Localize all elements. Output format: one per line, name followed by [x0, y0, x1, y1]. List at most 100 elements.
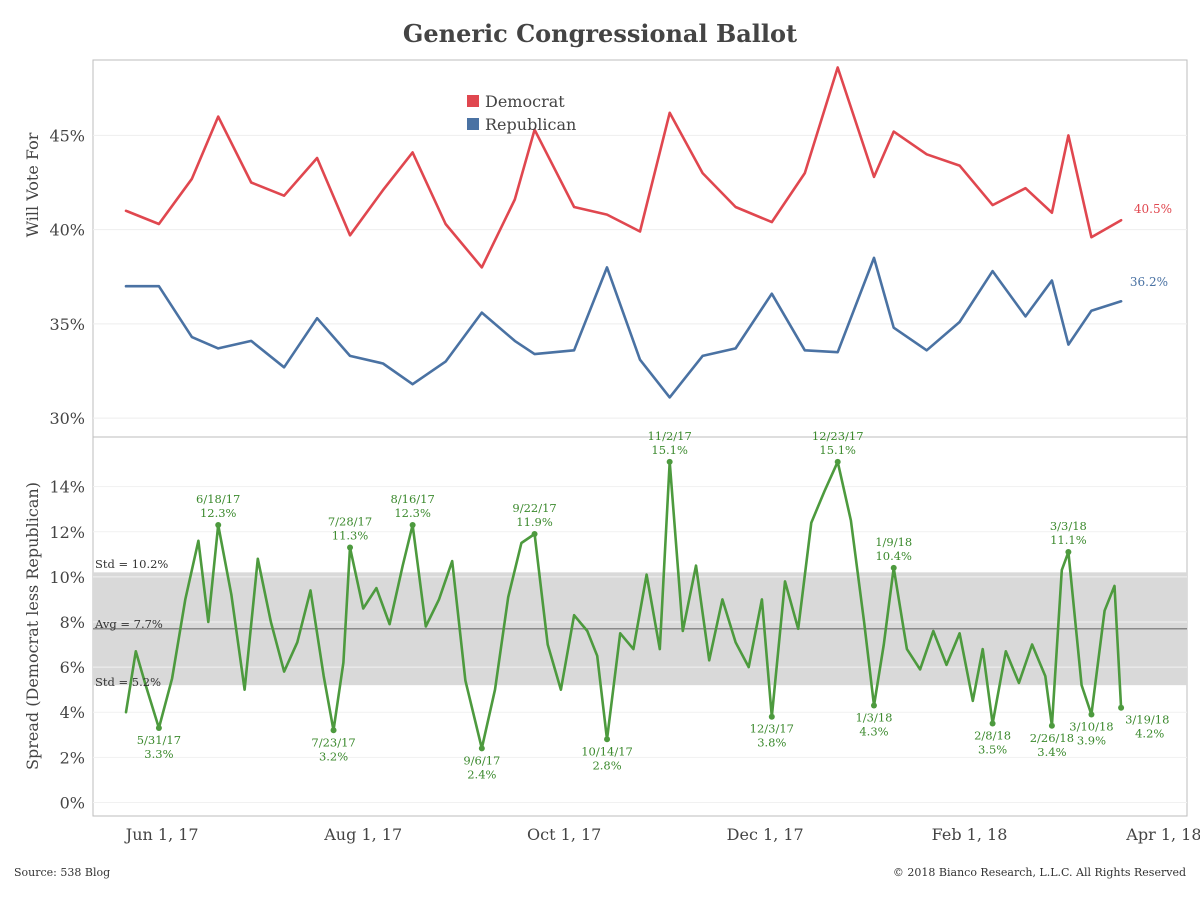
annotation-value: 3.4% — [1037, 745, 1066, 759]
bottom-y-tick-label: 10% — [49, 568, 85, 587]
top-y-tick-label: 45% — [49, 126, 85, 145]
annotation-point — [347, 544, 354, 551]
annotation-date: 12/3/17 — [750, 722, 794, 736]
bottom-panel-grid — [93, 486, 1187, 803]
annotation-value: 12.3% — [200, 506, 237, 520]
bottom-y-axis-label: Spread (Democrat less Republican) — [23, 482, 42, 770]
annotation-value: 4.2% — [1135, 727, 1164, 741]
annotation-value: 11.9% — [516, 515, 553, 529]
annotation-value: 3.8% — [757, 736, 786, 750]
annotation-point — [478, 745, 485, 752]
annotation-date: 3/10/18 — [1069, 719, 1113, 733]
top-y-tick-label: 40% — [49, 221, 85, 240]
annotation-point — [1065, 549, 1072, 556]
annotation-date: 9/22/17 — [512, 501, 556, 515]
top-y-tick-label: 30% — [49, 409, 85, 428]
bottom-y-tick-label: 8% — [60, 613, 85, 632]
avg-label: Avg = 7.7% — [94, 617, 163, 631]
chart-title: Generic Congressional Ballot — [403, 19, 797, 48]
annotation-point — [155, 725, 162, 732]
legend-swatch-republican — [467, 118, 479, 130]
top-panel-lines — [124, 66, 1123, 399]
annotation-date: 9/6/17 — [463, 753, 500, 767]
annotation-date: 3/19/18 — [1125, 713, 1169, 727]
annotation-date: 7/28/17 — [328, 515, 372, 529]
legend: Democrat Republican — [467, 92, 576, 134]
annotation-value: 2.4% — [467, 767, 496, 781]
legend-republican: Republican — [485, 115, 576, 134]
top-y-axis-label: Will Vote For — [23, 132, 42, 237]
annotation-date: 12/23/17 — [812, 429, 864, 443]
republican-end-label: 36.2% — [1130, 275, 1168, 289]
annotation-point — [604, 736, 611, 743]
annotation-date: 8/16/17 — [390, 492, 434, 506]
annotation-date: 3/3/18 — [1050, 519, 1087, 533]
annotation-value: 2.8% — [592, 758, 621, 772]
annotation-date: 7/23/17 — [311, 735, 355, 749]
annotation-value: 4.3% — [859, 724, 888, 738]
bottom-y-tick-label: 0% — [60, 793, 85, 812]
annotation-point — [215, 521, 222, 528]
source-note: Source: 538 Blog — [14, 866, 110, 879]
annotation-value: 15.1% — [819, 443, 856, 457]
x-tick-label: Feb 1, 18 — [932, 825, 1008, 844]
bottom-y-ticks: 0% 2% 4% 6% 8% 10% 12% 14% — [49, 478, 85, 813]
annotation-date: 1/3/18 — [855, 710, 892, 724]
annotation-value: 11.1% — [1050, 533, 1087, 547]
annotation-date: 2/26/18 — [1030, 731, 1074, 745]
annotation-point — [834, 458, 841, 465]
legend-democrat: Democrat — [485, 92, 565, 111]
annotation-point — [1048, 722, 1055, 729]
annotation-point — [890, 564, 897, 571]
bottom-panel-lines — [124, 460, 1123, 750]
annotation-point — [409, 521, 416, 528]
x-tick-label: Dec 1, 17 — [727, 825, 804, 844]
x-tick-label: Aug 1, 17 — [323, 825, 402, 844]
top-panel-grid — [93, 134, 1187, 419]
annotation-value: 15.1% — [651, 443, 688, 457]
annotation-value: 3.9% — [1077, 733, 1106, 747]
annotation-point — [870, 702, 877, 709]
annotation-date: 1/9/18 — [875, 535, 912, 549]
top-y-tick-label: 35% — [49, 315, 85, 334]
annotation-point — [768, 713, 775, 720]
annotation-value: 12.3% — [394, 506, 431, 520]
top-panel-frame — [92, 59, 1188, 438]
annotation-date: 6/18/17 — [196, 492, 240, 506]
annotation-point — [531, 531, 538, 538]
top-y-ticks: 30% 35% 40% 45% — [49, 126, 85, 428]
annotation-point — [1118, 704, 1125, 711]
annotation-value: 11.3% — [332, 529, 369, 543]
bottom-y-tick-label: 2% — [60, 748, 85, 767]
x-ticks: Jun 1, 17 Aug 1, 17 Oct 1, 17 Dec 1, 17 Feb … — [124, 825, 1200, 844]
x-tick-label: Apr 1, 18 — [1125, 825, 1200, 844]
annotation-value: 3.3% — [144, 747, 173, 761]
annotation-value: 3.2% — [319, 749, 348, 763]
annotation-point — [666, 458, 673, 465]
annotation-value: 10.4% — [875, 549, 912, 563]
annotation-date: 10/14/17 — [581, 744, 633, 758]
annotation-date: 11/2/17 — [647, 429, 691, 443]
bottom-y-tick-label: 14% — [49, 478, 85, 497]
democrat-end-label: 40.5% — [1134, 202, 1172, 216]
series-line-republican — [124, 256, 1123, 399]
bottom-y-tick-label: 12% — [49, 523, 85, 542]
annotation-date: 5/31/17 — [137, 733, 181, 747]
annotation-value: 3.5% — [978, 743, 1007, 757]
copyright-note: © 2018 Bianco Research, L.L.C. All Right… — [893, 866, 1186, 879]
annotation-date: 2/8/18 — [974, 729, 1011, 743]
annotation-point — [989, 720, 996, 727]
spread-annotations: 5/31/173.3%6/18/1712.3%7/23/173.2%7/28/1… — [137, 429, 1170, 782]
annotation-point — [1088, 711, 1095, 718]
series-line-democrat — [124, 66, 1123, 269]
x-tick-label: Jun 1, 17 — [124, 825, 199, 844]
std-band — [93, 572, 1187, 686]
bottom-y-tick-label: 4% — [60, 703, 85, 722]
series-line-spread — [124, 460, 1123, 750]
std-high-label: Std = 10.2% — [95, 557, 168, 571]
bottom-y-tick-label: 6% — [60, 658, 85, 677]
std-low-label: Std = 5.2% — [95, 675, 161, 689]
annotation-point — [330, 727, 337, 734]
legend-swatch-democrat — [467, 95, 479, 107]
